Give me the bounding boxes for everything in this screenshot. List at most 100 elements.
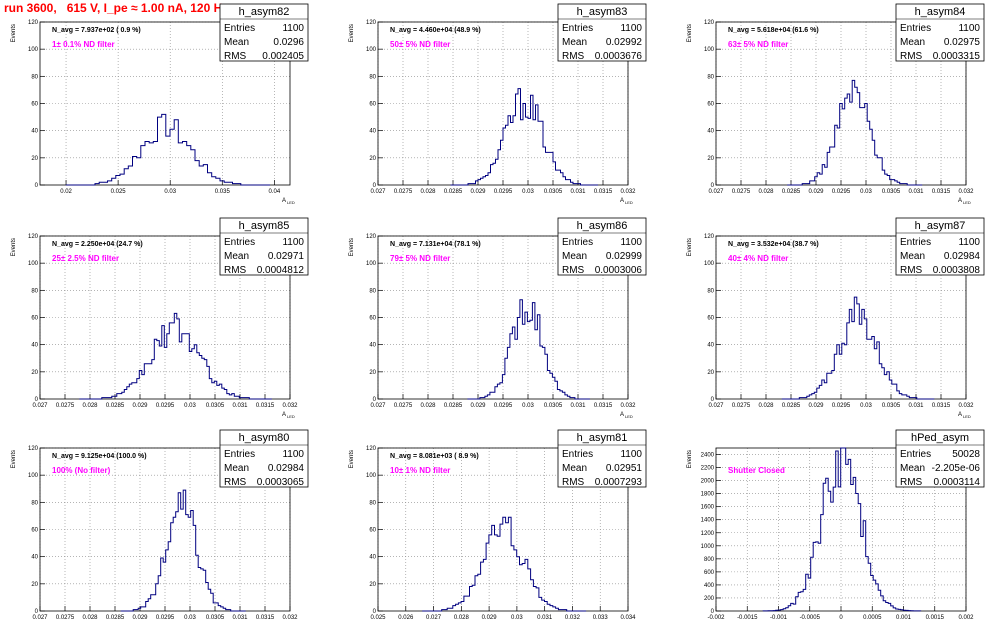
y-tick-label: 0 [711, 183, 715, 189]
y-tick-label: 40 [31, 555, 38, 561]
filter-label: 40± 4% ND filter [728, 254, 788, 263]
stats-entries-label: Entries [224, 23, 255, 34]
filter-label: 79± 5% ND filter [390, 254, 450, 263]
stats-title: h_asym85 [239, 220, 290, 232]
x-tick-label: 0.0305 [882, 403, 901, 409]
y-tick-label: 40 [369, 343, 376, 349]
x-tick-label: 0.029 [132, 615, 148, 621]
stats-mean-label: Mean [562, 463, 587, 474]
y-tick-label: 80 [31, 500, 38, 506]
y-tick-label: 80 [369, 288, 376, 294]
y-tick-label: 1600 [701, 505, 715, 511]
x-tick-label: 0.0295 [832, 403, 851, 409]
filter-label: 10± 1% ND filter [390, 466, 450, 475]
y-tick-label: 120 [704, 20, 715, 26]
stats-rms-value: 0.0003676 [595, 51, 643, 62]
navg-label: N_avg = 9.125e+04 (100.0 %) [52, 453, 147, 460]
x-tick-label: 0.035 [215, 189, 231, 195]
stats-title: h_asym87 [915, 220, 966, 232]
stats-mean-label: Mean [562, 251, 587, 262]
stats-mean-value: 0.02984 [944, 251, 981, 262]
x-tick-label: -0.0015 [737, 615, 758, 621]
x-tick-label: 0.032 [620, 189, 636, 195]
x-tick-label: 0.027 [708, 189, 724, 195]
y-tick-label: 60 [31, 316, 38, 322]
x-tick-label: 0.0305 [206, 615, 225, 621]
x-tick-label: 0.032 [565, 615, 581, 621]
filter-label: 1± 0.1% ND filter [52, 40, 115, 49]
x-tick-label: 0.0275 [394, 189, 413, 195]
x-tick-label: 0.0295 [156, 615, 175, 621]
stats-box [557, 429, 647, 488]
histogram-h_asym86: 0.027 0.0275 0.028 0.0285 0.029 0.0295 0.03 0.0… [349, 217, 647, 419]
y-tick-label: 20 [369, 156, 376, 162]
x-axis-title-subscript: LED [287, 200, 295, 205]
x-axis-title: A [282, 412, 286, 418]
y-tick-label: 60 [707, 102, 714, 108]
x-tick-label: 0.0315 [594, 403, 613, 409]
y-tick-label: 40 [31, 129, 38, 135]
x-tick-label: 0.028 [82, 615, 98, 621]
x-tick-label: 0.03 [522, 189, 534, 195]
y-axis-title: Events [349, 238, 355, 256]
stats-title: h_asym81 [577, 432, 628, 444]
y-tick-label: 60 [707, 316, 714, 322]
y-tick-label: 100 [28, 473, 39, 479]
x-tick-label: 0.0315 [256, 615, 275, 621]
y-tick-label: 1000 [701, 544, 715, 550]
x-tick-label: 0.027 [370, 403, 386, 409]
stats-box [895, 217, 985, 276]
stats-title: h_asym82 [239, 6, 290, 18]
filter-label: 100% (No filter) [52, 466, 111, 475]
stats-title: h_asym84 [915, 6, 966, 18]
x-tick-label: 0.0015 [926, 615, 945, 621]
x-tick-label: 0.028 [758, 403, 774, 409]
y-tick-label: 20 [707, 370, 714, 376]
x-tick-label: 0.03 [511, 615, 523, 621]
stats-entries-value: 1100 [620, 237, 642, 248]
y-tick-label: 20 [369, 582, 376, 588]
histogram-h_asym82: 0.02 0.025 0.03 0.035 0.04 0 20 40 60 80 100 120 Eve… [11, 3, 309, 205]
y-tick-label: 2400 [701, 453, 715, 459]
y-tick-label: 20 [369, 370, 376, 376]
stats-mean-value: 0.02975 [944, 37, 981, 48]
stats-rms-value: 0.0003808 [933, 265, 981, 276]
x-axis-title: A [620, 412, 624, 418]
x-tick-label: 0.0305 [544, 189, 563, 195]
navg-label: N_avg = 7.937e+02 ( 0.9 %) [52, 27, 141, 34]
histogram-line [781, 296, 935, 400]
y-axis-title: Events [11, 24, 17, 42]
stats-mean-value: 0.0296 [273, 37, 304, 48]
y-tick-label: 40 [369, 555, 376, 561]
x-tick-label: 0.027 [426, 615, 442, 621]
y-tick-label: 40 [31, 343, 38, 349]
navg-label: N_avg = 5.618e+04 (61.6 %) [728, 27, 819, 34]
stats-entries-value: 1100 [620, 23, 642, 34]
x-tick-label: 0.031 [570, 189, 586, 195]
x-tick-label: 0.032 [620, 403, 636, 409]
y-axis-title: Events [687, 24, 693, 42]
histogram-line [762, 447, 922, 612]
x-tick-label: 0.02 [60, 189, 72, 195]
stats-entries-value: 1100 [282, 23, 304, 34]
x-tick-label: 0.03 [184, 615, 196, 621]
x-tick-label: 0.0275 [732, 189, 751, 195]
histogram-h_asym83: 0.027 0.0275 0.028 0.0285 0.029 0.0295 0.03 0.0… [349, 3, 647, 205]
stats-entries-value: 1100 [958, 23, 980, 34]
filter-label: Shutter Closed [728, 466, 785, 475]
x-axis-title-subscript: LED [287, 414, 295, 419]
x-tick-label: 0.03 [522, 403, 534, 409]
y-tick-label: 120 [366, 446, 377, 452]
stats-mean-value: 0.02951 [606, 463, 643, 474]
y-tick-label: 100 [366, 261, 377, 267]
stats-mean-value: 0.02992 [606, 37, 643, 48]
y-tick-label: 60 [31, 102, 38, 108]
y-tick-label: 100 [704, 47, 715, 53]
y-tick-label: 120 [28, 20, 39, 26]
stats-rms-label: RMS [900, 477, 923, 488]
y-tick-label: 0 [711, 609, 715, 615]
x-tick-label: 0.031 [908, 403, 924, 409]
stats-rms-label: RMS [562, 477, 585, 488]
histogram-h_asym85: 0.027 0.0275 0.028 0.0285 0.029 0.0295 0.03 0.0… [11, 217, 309, 419]
y-axis-title: Events [11, 450, 17, 468]
